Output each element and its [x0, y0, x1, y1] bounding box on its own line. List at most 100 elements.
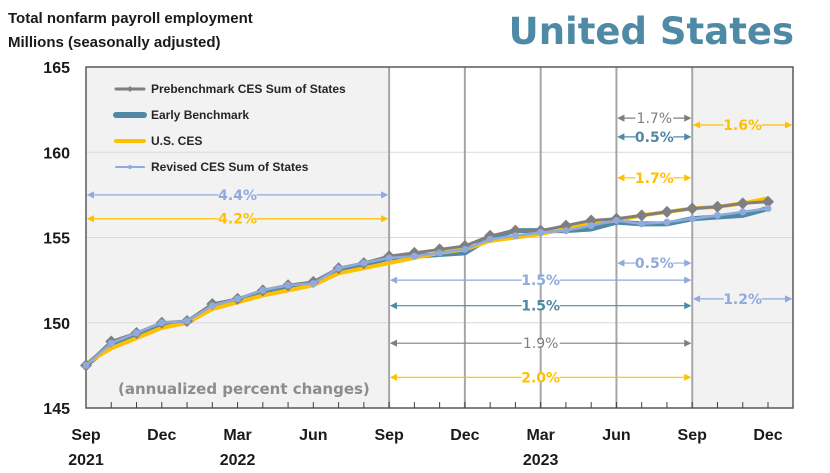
point-revised-ces-sum-of-states — [612, 216, 620, 224]
legend-item-early-benchmark: Early Benchmark — [113, 108, 249, 122]
x-tick-year-label: 2022 — [220, 452, 256, 469]
point-revised-ces-sum-of-states — [183, 317, 191, 325]
x-tick-label: Dec — [147, 427, 176, 444]
annotation-mask — [635, 260, 674, 267]
annotation-2-0pct: 2.0% — [389, 370, 692, 386]
legend: Prebenchmark CES Sum of States Early Benc… — [113, 82, 346, 174]
point-revised-ces-sum-of-states — [638, 220, 646, 228]
annotation-1-5pct: 1.5% — [389, 273, 692, 289]
point-revised-ces-sum-of-states — [410, 252, 418, 260]
annotation-4-4pct: 4.4% — [86, 188, 389, 204]
annotation-label: 0.5% — [635, 130, 674, 146]
x-tick-label: Sep — [71, 427, 101, 444]
point-prebenchmark-ces-sum-of-states — [559, 219, 572, 232]
annotation-1-9pct: 1.9% — [389, 336, 692, 352]
point-revised-ces-sum-of-states — [587, 222, 595, 230]
point-revised-ces-sum-of-states — [133, 329, 141, 337]
x-tick-year-label: 2023 — [523, 452, 559, 469]
point-revised-ces-sum-of-states — [82, 361, 90, 369]
point-prebenchmark-ces-sum-of-states — [711, 200, 724, 213]
annotation-1-6pct: 1.6% — [693, 118, 793, 134]
point-revised-ces-sum-of-states — [663, 218, 671, 226]
series-line-revised-ces-sum-of-states — [85, 207, 769, 367]
annotation-mask — [521, 340, 560, 347]
legend-item-prebenchmark-ces-sum-of-states: Prebenchmark CES Sum of States — [114, 82, 346, 96]
point-revised-ces-sum-of-states — [562, 227, 570, 235]
point-prebenchmark-ces-sum-of-states — [686, 202, 699, 215]
annotation-label: 1.7% — [635, 171, 674, 187]
x-tick-label: Dec — [450, 427, 479, 444]
point-revised-ces-sum-of-states — [764, 205, 772, 213]
annotation-mask — [635, 174, 674, 181]
y-tick-label: 150 — [43, 316, 70, 333]
x-tick-year-label: 2021 — [68, 452, 104, 469]
point-revised-ces-sum-of-states — [208, 302, 216, 310]
y-tick-label: 165 — [43, 60, 70, 77]
point-prebenchmark-ces-sum-of-states — [585, 214, 598, 227]
annotation-label: 4.4% — [218, 188, 257, 204]
point-revised-ces-sum-of-states — [486, 235, 494, 243]
legend-item-u-s-ces: U.S. CES — [114, 134, 202, 148]
point-revised-ces-sum-of-states — [713, 211, 721, 219]
legend-label: Revised CES Sum of States — [151, 160, 309, 174]
annotation-label: 1.7% — [637, 111, 673, 127]
annotation-1-7pct: 1.7% — [617, 111, 692, 127]
annotation-1-2pct: 1.2% — [693, 292, 793, 308]
legend-label: Early Benchmark — [151, 108, 249, 122]
point-revised-ces-sum-of-states — [511, 232, 519, 240]
annotation-mask — [521, 277, 560, 284]
annotation-label: 1.2% — [723, 292, 762, 308]
point-revised-ces-sum-of-states — [158, 319, 166, 327]
x-tick-label: Sep — [374, 427, 404, 444]
point-revised-ces-sum-of-states — [259, 286, 267, 294]
annotation-label: 1.5% — [521, 273, 560, 289]
point-revised-ces-sum-of-states — [309, 280, 317, 288]
chart-title: Total nonfarm payroll employment — [8, 10, 253, 27]
annotation-mask — [521, 302, 560, 309]
point-revised-ces-sum-of-states — [688, 215, 696, 223]
annotation-mask — [218, 191, 257, 198]
annotation-mask — [723, 295, 762, 302]
annotation-mask — [635, 133, 674, 140]
legend-label: U.S. CES — [151, 134, 202, 148]
annotation-mask — [521, 374, 560, 381]
point-revised-ces-sum-of-states — [436, 249, 444, 257]
annotation-label: 1.5% — [521, 299, 560, 315]
point-prebenchmark-ces-sum-of-states — [762, 195, 774, 208]
y-tick-label: 155 — [43, 231, 70, 248]
annotation-label: 0.5% — [635, 256, 674, 272]
x-tick-label: Mar — [526, 427, 554, 444]
point-prebenchmark-ces-sum-of-states — [509, 224, 522, 237]
annotation-mask — [218, 215, 257, 222]
country-title: United States — [508, 10, 794, 53]
annotation-0-5pct: 0.5% — [617, 256, 692, 272]
x-tick-label: Sep — [678, 427, 708, 444]
x-tick-label: Jun — [602, 427, 630, 444]
point-revised-ces-sum-of-states — [537, 228, 545, 236]
chart-subtitle: Millions (seasonally adjusted) — [8, 34, 221, 51]
point-revised-ces-sum-of-states — [461, 245, 469, 253]
annotation-1-7pct: 1.7% — [617, 171, 692, 187]
point-revised-ces-sum-of-states — [739, 208, 747, 216]
x-tick-label: Mar — [223, 427, 251, 444]
annotation-4-2pct: 4.2% — [86, 212, 389, 228]
point-revised-ces-sum-of-states — [335, 264, 343, 272]
annotation-0-5pct: 0.5% — [617, 130, 692, 146]
annotation-mask — [723, 121, 762, 128]
y-tick-label: 160 — [43, 145, 70, 162]
annotation-mask — [635, 115, 674, 122]
annotation-label: 1.9% — [523, 336, 559, 352]
legend-label: Prebenchmark CES Sum of States — [151, 82, 346, 96]
annotation-label: 4.2% — [218, 212, 257, 228]
point-prebenchmark-ces-sum-of-states — [736, 197, 749, 210]
annotation-1-5pct: 1.5% — [389, 299, 692, 315]
x-tick-label: Jun — [299, 427, 327, 444]
legend-item-revised-ces-sum-of-states: Revised CES Sum of States — [115, 160, 309, 174]
point-revised-ces-sum-of-states — [385, 254, 393, 262]
annotation-label: 1.6% — [723, 118, 762, 134]
point-revised-ces-sum-of-states — [107, 339, 115, 347]
legend-marker — [127, 86, 133, 92]
point-revised-ces-sum-of-states — [284, 281, 292, 289]
annualized-note: (annualized percent changes) — [118, 380, 370, 398]
point-prebenchmark-ces-sum-of-states — [660, 205, 673, 218]
